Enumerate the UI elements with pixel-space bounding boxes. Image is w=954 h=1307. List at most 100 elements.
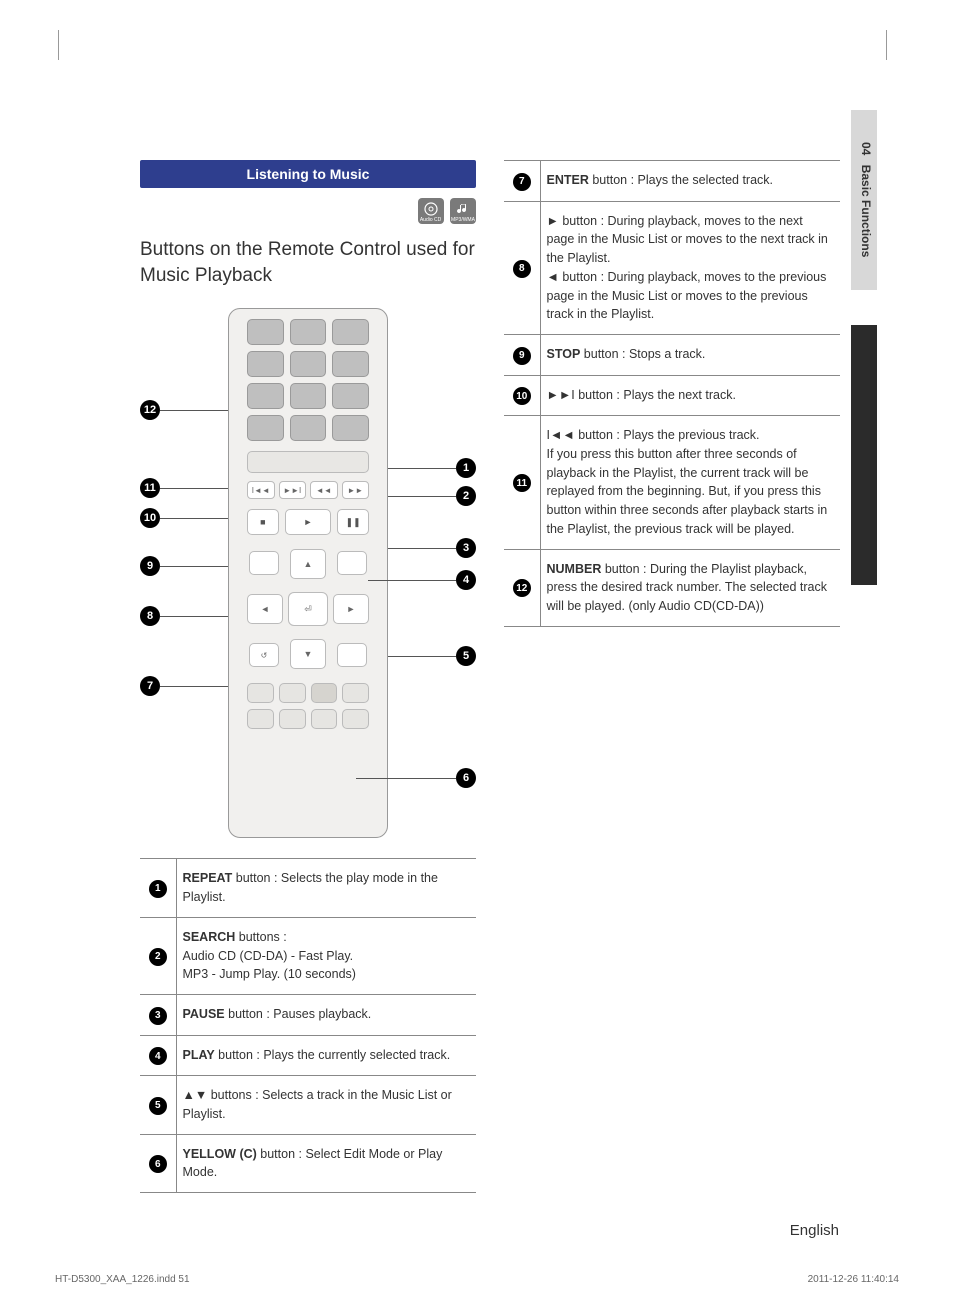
num-key — [332, 383, 369, 409]
callout-8: 8 — [140, 606, 160, 626]
remote-body: I◄◄ ►►I ◄◄ ►► ■ ► ❚❚ ▲ ◄ — [228, 308, 388, 838]
misc-key — [247, 709, 274, 729]
num-key — [290, 383, 327, 409]
table-row: 1 REPEAT button : Selects the play mode i… — [140, 859, 476, 918]
lead-line — [356, 778, 456, 779]
lead-line — [388, 468, 456, 469]
number-bubble: 11 — [513, 474, 531, 492]
right-column: 7ENTER button : Plays the selected track… — [504, 160, 840, 1193]
misc-key — [279, 709, 306, 729]
pause-key: ❚❚ — [337, 509, 369, 535]
row-number-cell: 3 — [140, 995, 176, 1036]
lead-line — [160, 686, 228, 687]
row-bold-label: STOP — [547, 347, 581, 361]
dpad: ▲ ◄ ⏎ ► ↺ ▼ — [247, 549, 369, 669]
color-key-row — [241, 677, 375, 705]
section-heading-bar: Listening to Music — [140, 160, 476, 188]
num-key — [332, 415, 369, 441]
row-description-cell: NUMBER button : During the Playlist play… — [540, 549, 840, 626]
number-bubble: 12 — [513, 579, 531, 597]
callout-12: 12 — [140, 400, 160, 420]
row-number-cell: 4 — [140, 1035, 176, 1076]
number-bubble: 5 — [149, 1097, 167, 1115]
number-bubble: 8 — [513, 260, 531, 278]
number-bubble: 3 — [149, 1007, 167, 1025]
table-row: 12 NUMBER button : During the Playlist pl… — [504, 549, 840, 626]
crop-mark — [886, 30, 898, 60]
row-number-cell: 9 — [504, 335, 540, 376]
number-bubble: 4 — [149, 1047, 167, 1065]
num-key — [290, 319, 327, 345]
row-bold-label: ▲▼ — [183, 1088, 208, 1102]
row-number-cell: 5 — [140, 1076, 176, 1135]
table-row: 10 ►►I button : Plays the next track. — [504, 375, 840, 416]
row-description-cell: ►►I button : Plays the next track. — [540, 375, 840, 416]
row-bold-label: PAUSE — [183, 1007, 225, 1021]
num-key — [247, 319, 284, 345]
print-file: HT-D5300_XAA_1226.indd 51 — [55, 1274, 190, 1285]
callout-6: 6 — [456, 768, 476, 788]
row-bold-label: PLAY — [183, 1048, 215, 1062]
row-description-cell: SEARCH buttons :Audio CD (CD-DA) - Fast … — [176, 917, 476, 994]
callout-4: 4 — [456, 570, 476, 590]
number-bubble: 9 — [513, 347, 531, 365]
side-tab: 04 Basic Functions — [851, 110, 877, 290]
table-row: 9STOP button : Stops a track. — [504, 335, 840, 376]
callout-11: 11 — [140, 478, 160, 498]
number-bubble: 10 — [513, 387, 531, 405]
crop-mark — [47, 30, 59, 60]
corner-key: ↺ — [249, 643, 279, 667]
num-key — [247, 415, 284, 441]
row-description-cell: ► button : During playback, moves to the… — [540, 201, 840, 335]
play-key: ► — [285, 509, 332, 535]
lead-line — [160, 410, 228, 411]
right-key: ► — [333, 594, 369, 624]
row-description-cell: PLAY button : Plays the currently select… — [176, 1035, 476, 1076]
row-number-cell: 1 — [140, 859, 176, 918]
number-bubble: 2 — [149, 948, 167, 966]
lead-line — [160, 616, 228, 617]
lead-line — [160, 488, 228, 489]
corner-key — [249, 551, 279, 575]
callout-9: 9 — [140, 556, 160, 576]
reference-table-left: 1 REPEAT button : Selects the play mode i… — [140, 858, 476, 1193]
row-bold-label: REPEAT — [183, 871, 233, 885]
prev-key: I◄◄ — [247, 481, 275, 499]
row-description-cell: YELLOW (C) button : Select Edit Mode or … — [176, 1134, 476, 1193]
bottom-key-row — [241, 705, 375, 729]
corner-key — [337, 551, 367, 575]
table-row: 11 I◄◄ button : Plays the previous track.… — [504, 416, 840, 550]
num-key — [290, 351, 327, 377]
color-key-b — [279, 683, 306, 703]
row-bold-label: ENTER — [547, 173, 589, 187]
enter-key: ⏎ — [288, 592, 328, 626]
table-row: 6YELLOW (C) button : Select Edit Mode or… — [140, 1134, 476, 1193]
callout-10: 10 — [140, 508, 160, 528]
row-number-cell: 11 — [504, 416, 540, 550]
callout-2: 2 — [456, 486, 476, 506]
row-number-cell: 7 — [504, 161, 540, 202]
table-row: 8 ► button : During playback, moves to th… — [504, 201, 840, 335]
lead-line — [160, 518, 228, 519]
callout-3: 3 — [456, 538, 476, 558]
left-column: Listening to Music Audio CD MP3/WMA Butt… — [140, 160, 476, 1193]
number-keypad — [241, 309, 375, 447]
left-key: ◄ — [247, 594, 283, 624]
page-footer: English — [140, 1222, 839, 1239]
num-key — [247, 383, 284, 409]
wide-key — [247, 451, 369, 473]
row-description-cell: REPEAT button : Selects the play mode in… — [176, 859, 476, 918]
print-metadata: HT-D5300_XAA_1226.indd 51 2011-12-26 11:… — [55, 1274, 899, 1285]
chapter-title: Basic Functions — [859, 165, 873, 258]
lead-line — [388, 496, 456, 497]
number-bubble: 1 — [149, 880, 167, 898]
row-bold-label: SEARCH — [183, 930, 236, 944]
color-key-d — [342, 683, 369, 703]
audio-cd-icon: Audio CD — [418, 198, 444, 224]
num-key — [247, 351, 284, 377]
ff-key: ►► — [342, 481, 370, 499]
lead-line — [368, 580, 456, 581]
row-number-cell: 2 — [140, 917, 176, 994]
row-number-cell: 10 — [504, 375, 540, 416]
row-description-cell: I◄◄ button : Plays the previous track.If… — [540, 416, 840, 550]
